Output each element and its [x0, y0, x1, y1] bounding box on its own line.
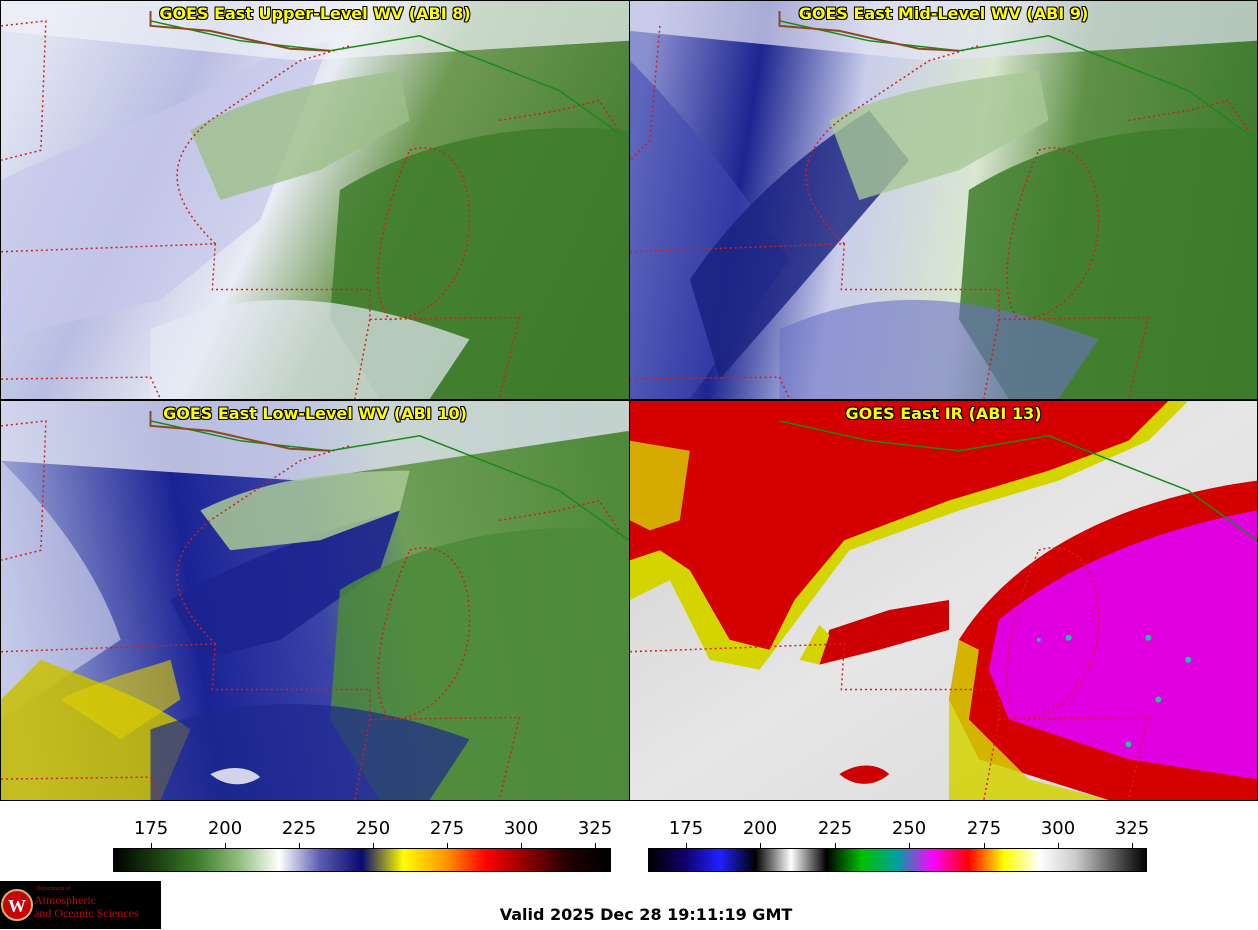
svg-text:W: W [8, 896, 26, 916]
logo-dept-line: Department of [36, 886, 71, 892]
valid-time: Valid 2025 Dec 28 19:11:19 GMT [499, 905, 793, 924]
mid-level-wv-imagery [630, 1, 1257, 399]
tick-label: 300 [1040, 818, 1076, 839]
logo-line2: and Oceanic Sciences [34, 906, 139, 920]
tick-label: 175 [133, 818, 169, 839]
wv-colorbar-ticks: 175 200 225 250 275 300 325 [113, 818, 613, 858]
uw-crest-icon: W [1, 889, 33, 921]
ir-colorbar [648, 848, 1147, 872]
tick-label: 200 [742, 818, 778, 839]
tick-label: 250 [355, 818, 391, 839]
tick-label: 250 [891, 818, 927, 839]
tick-label: 325 [1114, 818, 1150, 839]
tick-label: 325 [577, 818, 613, 839]
tick-label: 175 [668, 818, 704, 839]
tick-label: 225 [817, 818, 853, 839]
aos-logo: W Department of Atmospheric and Oceanic … [0, 881, 161, 929]
wv-colorbar [113, 848, 611, 872]
tick-label: 200 [207, 818, 243, 839]
panel-low-level-wv: GOES East Low-Level WV (ABI 10) [0, 400, 630, 801]
panel-title-upper-level: GOES East Upper-Level WV (ABI 8) [159, 4, 471, 23]
panel-title-low-level: GOES East Low-Level WV (ABI 10) [163, 404, 467, 423]
logo-text: Atmospheric and Oceanic Sciences [34, 894, 139, 920]
panel-ir: GOES East IR (ABI 13) [629, 400, 1258, 801]
low-level-wv-imagery [1, 401, 629, 800]
panel-title-mid-level: GOES East Mid-Level WV (ABI 9) [798, 4, 1089, 23]
upper-level-wv-imagery [1, 1, 629, 399]
tick-label: 300 [503, 818, 539, 839]
tick-label: 225 [281, 818, 317, 839]
panel-title-ir: GOES East IR (ABI 13) [845, 404, 1042, 423]
logo-line1: Atmospheric [34, 893, 96, 907]
tick-label: 275 [966, 818, 1002, 839]
ir-imagery [630, 401, 1257, 800]
panel-upper-level-wv: GOES East Upper-Level WV (ABI 8) [0, 0, 630, 400]
panel-mid-level-wv: GOES East Mid-Level WV (ABI 9) [629, 0, 1258, 400]
tick-label: 275 [429, 818, 465, 839]
